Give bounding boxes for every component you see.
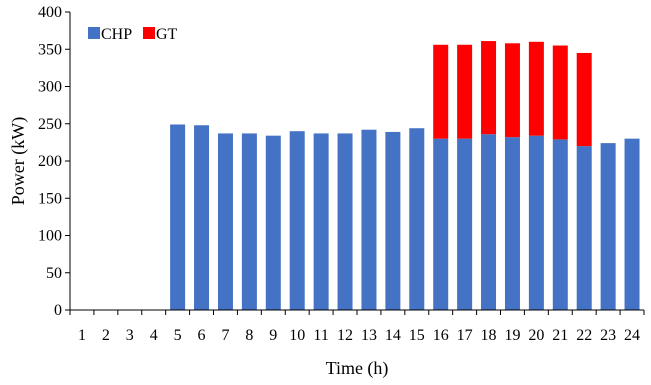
legend-swatch-chp (88, 27, 100, 39)
bar-chp-17 (457, 138, 473, 310)
bar-chp-20 (528, 135, 544, 310)
bar-chp-5 (170, 124, 186, 311)
bar-chp-22 (576, 146, 592, 310)
x-tick-label-23: 23 (600, 327, 616, 344)
bar-chp-21 (552, 139, 568, 310)
y-tick-label-100: 100 (38, 228, 62, 245)
x-tick-label-17: 17 (457, 327, 473, 344)
x-tick-label-3: 3 (126, 327, 134, 344)
x-tick-label-13: 13 (361, 327, 377, 344)
y-tick-label-400: 400 (38, 4, 62, 21)
bar-chp-19 (504, 137, 520, 310)
bar-chp-11 (313, 133, 329, 310)
x-tick-label-1: 1 (78, 327, 86, 344)
x-tick-label-9: 9 (269, 327, 277, 344)
bar-gt-18 (481, 41, 497, 135)
x-tick-label-12: 12 (337, 327, 353, 344)
bar-gt-22 (576, 52, 592, 147)
x-tick-label-22: 22 (576, 327, 592, 344)
bar-chp-15 (409, 128, 425, 310)
x-tick-label-6: 6 (198, 327, 206, 344)
x-tick-label-21: 21 (552, 327, 568, 344)
x-tick-label-18: 18 (481, 327, 497, 344)
x-tick-label-10: 10 (289, 327, 305, 344)
x-tick-marks (69, 310, 645, 315)
y-tick-label-50: 50 (46, 265, 62, 282)
y-tick-labels: 0 50 100 150 200 250 300 350 400 (38, 4, 62, 319)
x-tick-label-11: 11 (313, 327, 328, 344)
y-tick-label-150: 150 (38, 190, 62, 207)
x-tick-label-19: 19 (504, 327, 520, 344)
bar-gt-21 (552, 45, 568, 140)
x-tick-label-24: 24 (624, 327, 640, 344)
y-tick-marks (65, 11, 70, 311)
bar-chp-18 (481, 134, 497, 310)
bar-chp-6 (194, 125, 210, 311)
bar-chp-14 (385, 131, 401, 310)
legend-swatch-gt (143, 27, 155, 39)
x-tick-labels: 1 2 3 4 5 6 7 8 9 10 11 12 13 14 15 16 17 18 19 20 21 22 23 24 (78, 327, 640, 344)
x-tick-label-14: 14 (385, 327, 401, 344)
bar-gt-17 (457, 44, 473, 139)
bars-layer (170, 41, 640, 311)
legend: CHP GT (88, 26, 178, 43)
y-tick-label-250: 250 (38, 116, 62, 133)
y-tick-label-200: 200 (38, 153, 62, 170)
bar-chp-9 (265, 135, 281, 310)
x-tick-label-5: 5 (174, 327, 182, 344)
bar-chp-7 (217, 133, 233, 310)
bar-chp-10 (289, 131, 305, 310)
x-tick-label-20: 20 (528, 327, 544, 344)
x-tick-label-7: 7 (221, 327, 229, 344)
bar-chp-12 (337, 133, 353, 310)
x-axis-title: Time (h) (326, 358, 389, 379)
legend-label-chp: CHP (101, 26, 132, 43)
y-axis-title: Power (kW) (8, 117, 29, 205)
y-tick-label-0: 0 (54, 302, 62, 319)
bar-chp-23 (600, 143, 616, 310)
y-tick-label-350: 350 (38, 41, 62, 58)
bar-gt-16 (433, 44, 449, 139)
x-tick-label-2: 2 (102, 327, 110, 344)
x-tick-label-15: 15 (409, 327, 425, 344)
bar-gt-20 (528, 41, 544, 136)
bar-gt-19 (504, 43, 520, 138)
x-tick-label-8: 8 (245, 327, 253, 344)
bar-chp-13 (361, 129, 377, 310)
x-tick-label-16: 16 (433, 327, 449, 344)
y-tick-label-300: 300 (38, 79, 62, 96)
bar-chp-8 (241, 133, 257, 310)
x-tick-label-4: 4 (150, 327, 158, 344)
legend-label-gt: GT (156, 26, 178, 43)
bar-chp-16 (433, 138, 449, 310)
bar-chp-24 (624, 138, 640, 310)
